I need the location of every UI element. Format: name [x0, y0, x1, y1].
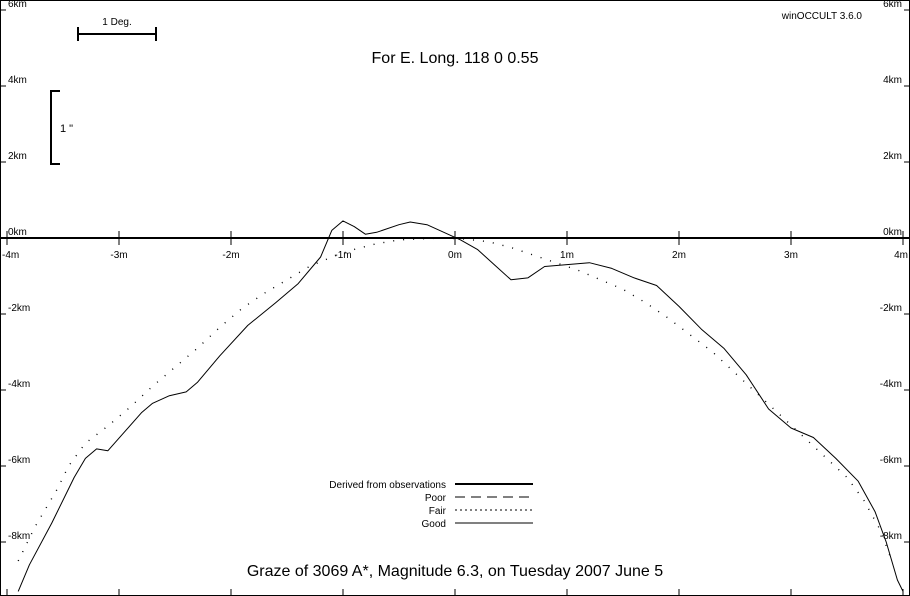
longitude-label: For E. Long. 118 0 0.55	[372, 50, 539, 67]
y-tick-label-left: 6km	[8, 0, 27, 10]
legend-label: Good	[422, 519, 446, 530]
y-tick-label-right: -2km	[880, 303, 902, 314]
y-tick-label-right: -6km	[880, 455, 902, 466]
legend: Derived from observations Poor Fair Good	[329, 480, 533, 530]
y-tick-label-left: 4km	[8, 75, 27, 86]
legend-label: Fair	[429, 506, 447, 517]
y-tick-label-right: 4km	[883, 75, 902, 86]
x-tick-label: 4m	[894, 250, 908, 261]
x-tick-label: 1m	[560, 250, 574, 261]
arcsec-scale-label: 1 "	[60, 123, 73, 135]
x-tick-label: -2m	[222, 250, 239, 261]
arcsec-scale-bar: 1 "	[50, 90, 73, 165]
profile-line-solid	[17, 220, 904, 592]
x-tick-label: -3m	[110, 250, 127, 261]
y-tick-label-left: -2km	[8, 303, 30, 314]
y-tick-label-left: 2km	[8, 151, 27, 162]
y-tick-label-left: -6km	[8, 455, 30, 466]
degree-scale-label: 1 Deg.	[102, 17, 131, 28]
x-tick-label: 0m	[448, 250, 462, 261]
y-tick-label-left: -8km	[8, 531, 30, 542]
legend-label: Derived from observations	[329, 480, 446, 491]
graze-title: Graze of 3069 A*, Magnitude 6.3, on Tues…	[247, 563, 663, 580]
y-tick-label-right: 6km	[883, 0, 902, 10]
x-tick-label: -4m	[2, 250, 19, 261]
y-tick-label-left: -4km	[8, 379, 30, 390]
x-tick-label: 3m	[784, 250, 798, 261]
legend-label: Poor	[425, 493, 447, 504]
y-tick-label-right: 2km	[883, 151, 902, 162]
profile-series	[17, 220, 904, 592]
x-tick-label: 2m	[672, 250, 686, 261]
y-tick-label-right: -4km	[880, 379, 902, 390]
app-version-label: winOCCULT 3.6.0	[781, 11, 863, 22]
degree-scale-bar: 1 Deg.	[77, 17, 157, 41]
x-tick-label: -1m	[334, 250, 351, 261]
y-tick-label-right: -8km	[880, 531, 902, 542]
y-tick-label-right: 0km	[883, 227, 902, 238]
y-tick-label-left: 0km	[8, 227, 27, 238]
